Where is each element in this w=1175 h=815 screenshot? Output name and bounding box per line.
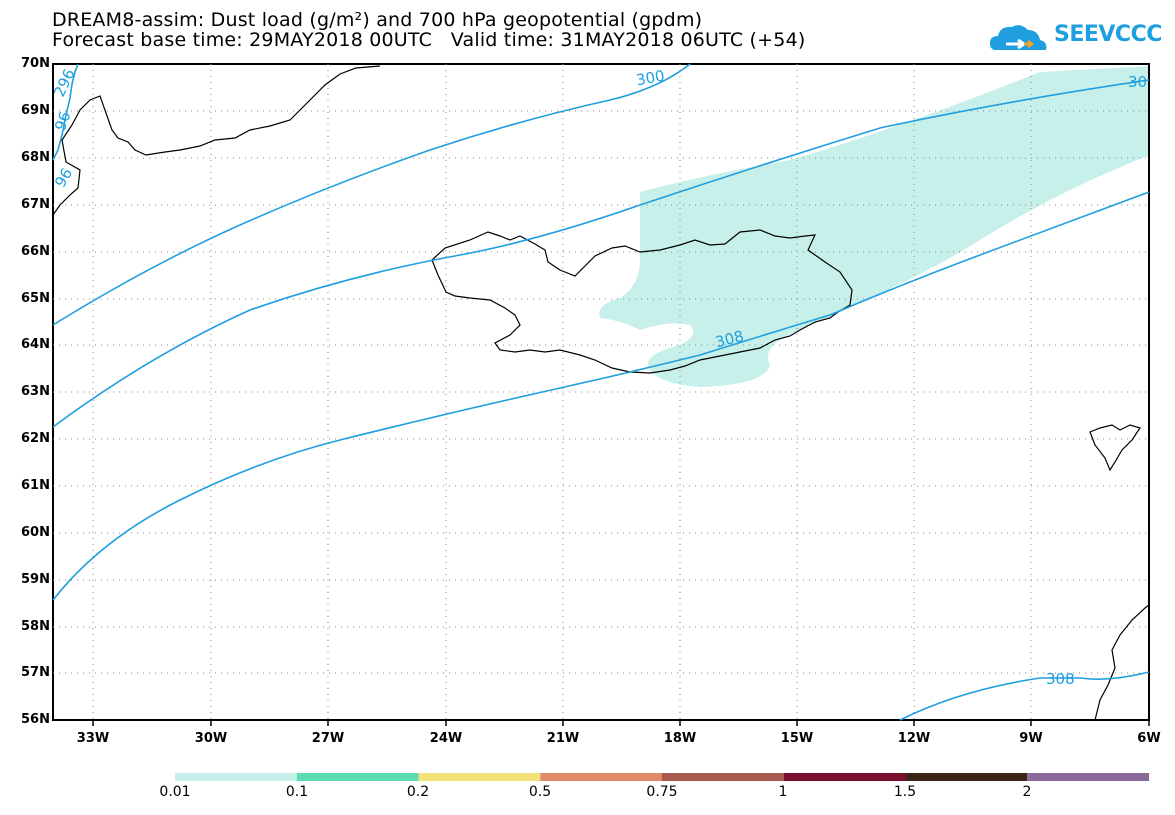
colorbar-label: 0.2 [406, 784, 430, 800]
coastlines [52, 65, 1150, 721]
lon-label: 30W [194, 731, 228, 746]
iceland-coast [431, 229, 853, 374]
lat-label: 58N [21, 619, 50, 634]
lat-label: 56N [21, 712, 50, 727]
lat-label: 57N [21, 665, 50, 680]
dust-plume [599, 66, 1150, 387]
colorbar-label: 2 [1022, 784, 1032, 800]
svg-text:96: 96 [51, 109, 74, 133]
svg-text:300: 300 [635, 67, 666, 90]
lat-label: 69N [21, 103, 50, 118]
svg-text:30: 30 [1128, 73, 1147, 91]
scotland-coast [1094, 604, 1150, 721]
lat-label: 64N [21, 337, 50, 352]
lat-label: 62N [21, 431, 50, 446]
colorbar-swatch [1027, 773, 1149, 781]
lat-label: 67N [21, 197, 50, 212]
lon-label: 33W [76, 731, 110, 746]
lon-label: 27W [311, 731, 345, 746]
colorbar-label: 1.5 [893, 784, 917, 800]
colorbar-swatch [783, 773, 906, 781]
colorbar-label: 0.5 [528, 784, 552, 800]
lat-label: 66N [21, 244, 50, 259]
colorbar-label: 0.75 [646, 784, 678, 800]
graticule [53, 64, 1149, 720]
cloud-arrow-icon [990, 25, 1047, 50]
lon-label: 9W [1019, 731, 1043, 746]
lat-label: 63N [21, 384, 50, 399]
colorbar-swatch [540, 773, 662, 781]
lon-label: 18W [663, 731, 697, 746]
contour-300-upper [52, 63, 691, 326]
lon-label: 21W [546, 731, 580, 746]
lon-label: 6W [1137, 731, 1161, 746]
logo-text: SEEVCCC [1054, 22, 1162, 47]
geopotential-contours [52, 63, 1150, 721]
colorbar-swatch [662, 773, 784, 781]
faroe-coast [1089, 424, 1141, 472]
tick-marks [92, 720, 1150, 726]
svg-text:308: 308 [1046, 670, 1075, 688]
colorbar-label: 1 [778, 784, 788, 800]
lon-label: 24W [429, 731, 463, 746]
colorbar-swatch [296, 773, 419, 781]
contour-308 [52, 191, 1150, 601]
lat-label: 59N [21, 572, 50, 587]
colorbar-swatch [905, 773, 1028, 781]
map-title: DREAM8-assim: Dust load (g/m²) and 700 h… [52, 9, 703, 31]
colorbar-label: 0.1 [285, 784, 309, 800]
lon-label: 15W [780, 731, 814, 746]
contour-308-lower [899, 671, 1150, 721]
greenland-coast [52, 65, 381, 216]
colorbar-swatch [418, 773, 541, 781]
lat-label: 65N [21, 291, 50, 306]
lat-label: 70N [21, 56, 50, 71]
contour-296 [52, 63, 79, 161]
lat-label: 60N [21, 525, 50, 540]
contour-304 [52, 79, 1150, 428]
lat-label: 61N [21, 478, 50, 493]
map-subtitle: Forecast base time: 29MAY2018 00UTC Vali… [52, 29, 806, 51]
colorbar-label: 0.01 [159, 784, 191, 800]
lat-label: 68N [21, 150, 50, 165]
lon-label: 12W [897, 731, 931, 746]
colorbar-swatch [175, 773, 297, 781]
